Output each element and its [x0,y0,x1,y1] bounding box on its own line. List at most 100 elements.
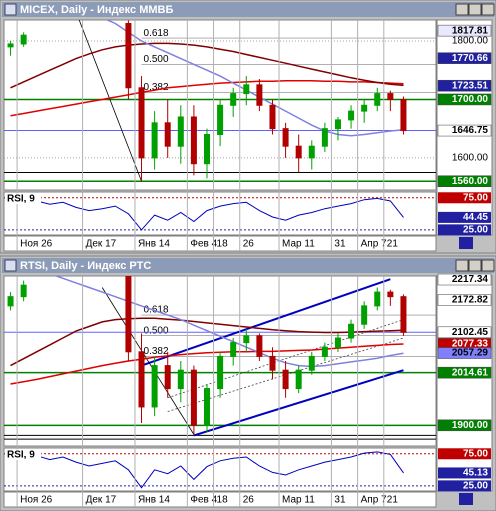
candle-body [348,110,355,121]
price-label: 2217.34 [452,274,489,285]
candle-body [138,351,145,408]
rsi-level-box [438,448,491,460]
candle-body [190,369,197,426]
rsi-line [10,451,404,489]
scroll-button[interactable] [459,237,473,249]
window-button-close[interactable] [481,3,495,16]
x-tick-label: Фев 4 [190,495,217,506]
moving-average [54,276,404,368]
candle-body [151,365,158,408]
x-tick-label: 18 [217,495,229,506]
candle-body [7,43,14,48]
x-tick-label: Апр 7 [361,239,387,250]
candle-body [295,369,302,390]
candle-body [282,369,289,390]
title-bar [2,258,494,273]
rsi-level-label: 25.00 [463,225,488,236]
candle-body [20,284,27,298]
rsi-level-label: 75.00 [463,448,488,459]
window-button-min[interactable] [455,3,469,16]
rsi-plot [4,451,436,489]
candle-body [321,128,328,147]
candle-body [230,93,237,106]
candle-body [177,116,184,147]
x-tick-label: Мар 11 [282,239,315,250]
price-label: 2057.29 [452,348,489,359]
trend-line [101,287,195,435]
trend-line [141,278,391,367]
rsi-title-box [5,449,41,460]
price-label-box [437,175,492,187]
price-label-box [437,124,492,137]
rsi-current-box [438,211,491,223]
candle-body [282,128,289,147]
window-button-max[interactable] [468,259,482,272]
plot: 0.618 0.500 0.382 [4,20,436,182]
rsi-plot [4,196,436,231]
x-tick-label: 21 [387,495,399,506]
fib-label: 0.618 [144,28,169,39]
window-button-close[interactable] [481,259,495,272]
candle-body [400,98,407,132]
price-label: 2172.82 [452,295,489,306]
x-tick-label: 31 [334,495,346,506]
candle-body [125,23,132,89]
window-icon [4,259,17,272]
rsi-title-box [5,193,41,204]
price-label: 1560.00 [452,176,489,187]
rsi-current-box [438,467,491,479]
moving-average [105,20,404,137]
title-bar [2,2,494,17]
window-button-min[interactable] [455,259,469,272]
candle-body [217,355,224,390]
candle-body [190,116,197,165]
x-tick-label: 26 [243,495,255,506]
candle-body [243,84,250,95]
trend-line [78,20,142,182]
x-tick-label: Янв 14 [138,239,170,250]
price-label-box [437,347,492,359]
scroll-button[interactable] [459,493,473,505]
price-label-box [437,93,492,106]
candle-body [256,335,263,357]
x-tick-label: Ноя 26 [20,495,53,506]
x-tick-label: Янв 14 [138,495,170,506]
price-label: 1900.00 [452,420,489,431]
fib-label: 0.618 [144,305,169,316]
rsi-level-box [438,224,491,236]
fib-label: 0.382 [144,346,169,357]
rsi-line [10,196,404,231]
candle-body [374,291,381,307]
rsi-current-label: 44.45 [463,212,488,223]
candle-body [20,34,27,45]
price-label: 2014.61 [452,367,489,378]
candle-body [400,296,407,333]
rsi-area [3,191,437,236]
x-tick-label: Фев 4 [190,239,217,250]
x-tick-label: Апр 7 [361,495,387,506]
moving-average [10,42,404,89]
fib-label: 0.500 [144,54,169,65]
x-tick-label: Дек 17 [86,495,117,506]
candle-body [177,369,184,390]
price-label: 2077.33 [452,338,489,349]
x-tick-label: 31 [334,239,346,250]
candle-body [204,388,210,426]
candle-body [243,335,250,344]
candle-body [204,134,210,165]
plot: 0.618 0.500 0.382 [4,276,436,440]
candle-body [164,122,171,147]
window-button-max[interactable] [468,3,482,16]
price-label: 1700.00 [452,94,489,105]
candle-body [125,276,132,353]
x-tick-label: 21 [387,239,399,250]
fib-label: 0.382 [144,82,169,93]
x-tick-label: Мар 11 [282,495,315,506]
x-tick-label: Ноя 26 [20,239,53,250]
candle-body [387,93,394,100]
candle-body [151,122,158,159]
price-label: 1646.75 [452,125,489,136]
trend-line [193,369,404,437]
date-axis [3,235,437,252]
candle-body [295,145,302,159]
